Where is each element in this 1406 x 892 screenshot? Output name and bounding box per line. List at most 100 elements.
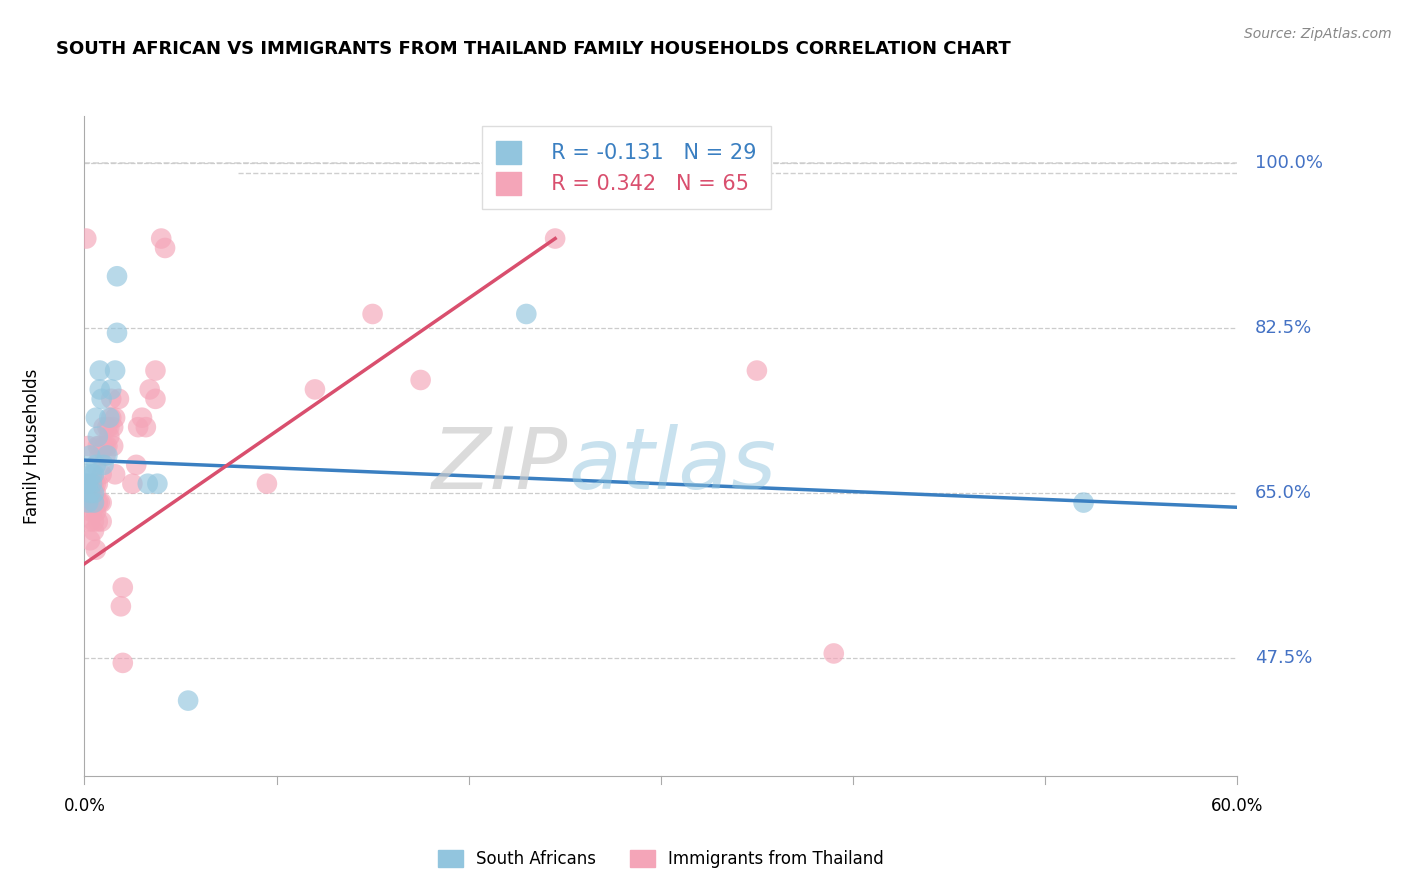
Point [93, 420, 115, 434]
Point [89, 363, 111, 377]
Point [75, 467, 97, 482]
Point [111, 581, 134, 595]
Point [98, 410, 121, 425]
Point [544, 231, 567, 245]
Text: 60.0%: 60.0% [1211, 797, 1264, 814]
Point [80, 486, 103, 500]
Point [87, 429, 110, 443]
Point [104, 467, 127, 482]
Legend:   R = -0.131   N = 29,   R = 0.342   N = 65: R = -0.131 N = 29, R = 0.342 N = 65 [482, 127, 770, 210]
Point [104, 363, 127, 377]
Point [84, 410, 107, 425]
Point [87, 515, 110, 529]
Text: 0.0%: 0.0% [63, 797, 105, 814]
Text: ZIP: ZIP [432, 425, 568, 508]
Point [80, 467, 103, 482]
Point [77, 495, 100, 509]
Point [90, 515, 112, 529]
Point [150, 231, 173, 245]
Point [103, 439, 124, 453]
Point [145, 392, 167, 406]
Text: atlas: atlas [568, 425, 776, 508]
Point [131, 410, 153, 425]
Text: 47.5%: 47.5% [1254, 649, 1312, 667]
Point [87, 476, 110, 491]
Point [100, 392, 122, 406]
Point [823, 647, 845, 661]
Point [127, 420, 149, 434]
Point [111, 656, 134, 670]
Point [84, 476, 107, 491]
Point [93, 458, 115, 472]
Point [125, 458, 148, 472]
Text: 65.0%: 65.0% [1254, 484, 1312, 502]
Point [105, 269, 128, 284]
Point [103, 420, 124, 434]
Point [75, 476, 97, 491]
Point [94, 449, 117, 463]
Point [515, 307, 537, 321]
Point [79, 476, 101, 491]
Point [79, 515, 101, 529]
Point [105, 326, 128, 340]
Point [98, 429, 121, 443]
Point [84, 458, 107, 472]
Point [138, 383, 160, 397]
Point [135, 420, 157, 434]
Text: SOUTH AFRICAN VS IMMIGRANTS FROM THAILAND FAMILY HOUSEHOLDS CORRELATION CHART: SOUTH AFRICAN VS IMMIGRANTS FROM THAILAN… [56, 40, 1011, 58]
Point [87, 439, 110, 453]
Point [96, 439, 118, 453]
Point [75, 231, 97, 245]
Point [83, 524, 105, 538]
Point [121, 476, 143, 491]
Point [145, 363, 167, 377]
Text: 82.5%: 82.5% [1254, 319, 1312, 337]
Point [90, 467, 112, 482]
Point [79, 449, 101, 463]
Point [136, 476, 159, 491]
Point [177, 693, 200, 707]
Point [146, 476, 169, 491]
Point [83, 515, 105, 529]
Point [87, 495, 110, 509]
Point [80, 495, 103, 509]
Point [89, 383, 111, 397]
Point [75, 476, 97, 491]
Point [84, 505, 107, 519]
Point [89, 439, 111, 453]
Point [77, 439, 100, 453]
Point [75, 495, 97, 509]
Point [96, 420, 118, 434]
Point [90, 392, 112, 406]
Point [93, 439, 115, 453]
Point [80, 476, 103, 491]
Point [98, 420, 121, 434]
Legend: South Africans, Immigrants from Thailand: South Africans, Immigrants from Thailand [432, 843, 890, 875]
Point [100, 383, 122, 397]
Point [83, 476, 105, 491]
Point [79, 495, 101, 509]
Text: Family Households: Family Households [24, 368, 42, 524]
Point [94, 439, 117, 453]
Point [80, 505, 103, 519]
Point [745, 363, 768, 377]
Point [104, 410, 127, 425]
Point [108, 392, 131, 406]
Point [304, 383, 326, 397]
Point [1073, 495, 1095, 509]
Point [89, 449, 111, 463]
Point [83, 467, 105, 482]
Point [361, 307, 384, 321]
Point [409, 373, 432, 387]
Point [89, 495, 111, 509]
Point [79, 533, 101, 548]
Point [77, 476, 100, 491]
Point [83, 486, 105, 500]
Point [77, 486, 100, 500]
Point [84, 486, 107, 500]
Point [84, 542, 107, 557]
Point [110, 599, 132, 614]
Point [100, 410, 122, 425]
Point [256, 476, 278, 491]
Point [96, 449, 118, 463]
